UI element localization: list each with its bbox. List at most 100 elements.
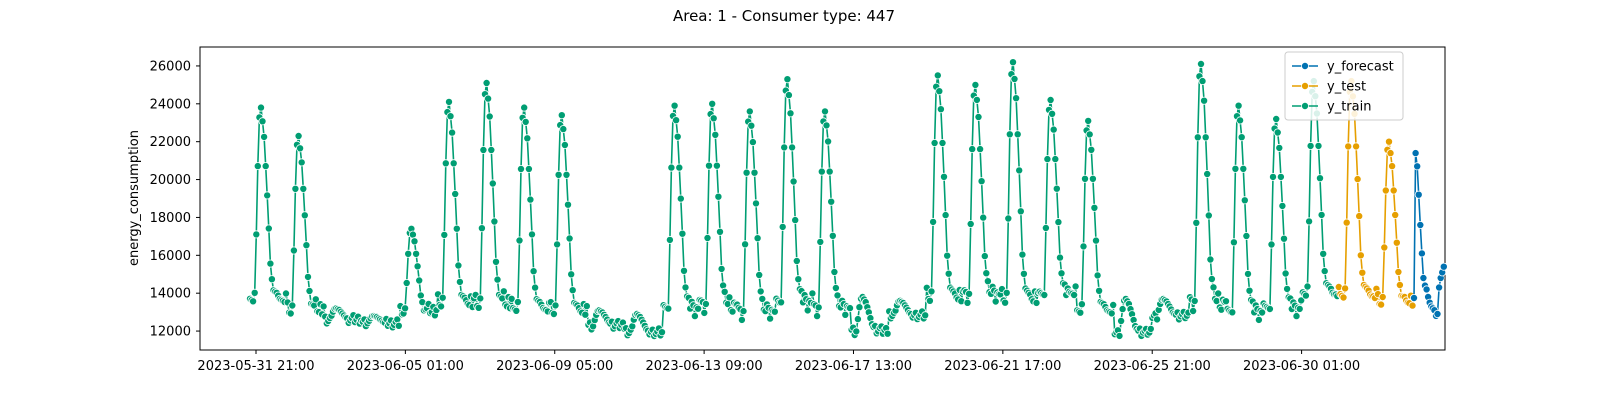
- data-point: [725, 293, 734, 302]
- data-point: [703, 233, 712, 242]
- data-point: [1378, 292, 1387, 301]
- data-point: [551, 301, 560, 310]
- data-point: [777, 298, 786, 307]
- data-point: [1019, 269, 1028, 278]
- data-point: [1207, 274, 1216, 283]
- data-point: [755, 270, 764, 279]
- data-point: [1048, 109, 1057, 118]
- data-point: [526, 195, 535, 204]
- data-point: [783, 75, 792, 84]
- data-point: [490, 217, 499, 226]
- data-point: [1077, 300, 1086, 309]
- data-point: [401, 304, 410, 313]
- data-point: [1273, 128, 1282, 137]
- y-tick-label: 18000: [150, 211, 191, 226]
- data-point: [758, 294, 767, 303]
- data-point: [1146, 324, 1155, 333]
- data-point: [524, 164, 533, 173]
- data-point: [1394, 267, 1403, 276]
- data-point: [778, 222, 787, 231]
- data-point: [675, 163, 684, 172]
- data-point: [444, 97, 453, 106]
- data-point: [402, 278, 411, 287]
- x-tick-label: 2023-06-05 01:00: [347, 359, 464, 374]
- legend-marker: [1301, 82, 1310, 91]
- data-point: [1095, 286, 1104, 295]
- data-point: [822, 121, 831, 130]
- data-point: [927, 287, 936, 296]
- data-point: [528, 230, 537, 239]
- data-point: [846, 304, 855, 313]
- legend-label: y_train: [1327, 100, 1371, 115]
- data-point: [562, 170, 571, 179]
- data-point: [1084, 116, 1093, 125]
- data-point: [1276, 172, 1285, 181]
- y-tick-label: 16000: [150, 249, 191, 264]
- data-point: [1303, 282, 1312, 291]
- data-point: [1051, 155, 1060, 164]
- data-point: [267, 275, 276, 284]
- data-point: [748, 138, 757, 147]
- data-point: [1419, 273, 1428, 282]
- data-point: [289, 246, 298, 255]
- data-point: [728, 307, 737, 316]
- data-point: [971, 80, 980, 89]
- data-point: [780, 143, 789, 152]
- data-point: [788, 143, 797, 152]
- data-point: [708, 99, 717, 108]
- data-point: [678, 229, 687, 238]
- data-point: [1093, 271, 1102, 280]
- data-point: [1416, 220, 1425, 229]
- data-point: [966, 219, 975, 228]
- data-point: [658, 328, 667, 337]
- data-point: [824, 137, 833, 146]
- data-point: [694, 304, 703, 313]
- data-point: [1380, 243, 1389, 252]
- data-point: [1201, 133, 1210, 142]
- data-point: [1439, 262, 1448, 271]
- data-point: [1010, 75, 1019, 84]
- x-axis: 2023-05-31 21:00 2023-06-05 01:00 2023-06-…: [197, 350, 1360, 374]
- data-point: [294, 131, 303, 140]
- data-point: [974, 113, 983, 122]
- data-point: [1414, 190, 1423, 199]
- x-tick-label: 2023-06-09 05:00: [496, 359, 613, 374]
- data-point: [1254, 315, 1263, 324]
- data-point: [943, 251, 952, 260]
- data-point: [554, 170, 563, 179]
- data-point: [529, 267, 538, 276]
- data-point: [1090, 203, 1099, 212]
- data-point: [1269, 172, 1278, 181]
- data-point: [252, 230, 261, 239]
- data-point: [1306, 141, 1315, 150]
- y-tick-label: 24000: [150, 97, 191, 112]
- data-point: [454, 261, 463, 270]
- data-point: [1352, 142, 1361, 151]
- data-point: [1341, 284, 1350, 293]
- data-point: [1056, 253, 1065, 262]
- data-point: [410, 237, 419, 246]
- data-point: [1109, 300, 1118, 309]
- data-point: [756, 287, 765, 296]
- data-point: [1001, 298, 1010, 307]
- data-point: [512, 306, 521, 315]
- data-point: [1005, 130, 1014, 139]
- data-point: [938, 138, 947, 147]
- data-point: [281, 289, 290, 298]
- data-point: [305, 286, 314, 295]
- data-point: [581, 310, 590, 319]
- y-tick-label: 22000: [150, 135, 191, 150]
- data-point: [482, 79, 491, 88]
- x-tick-label: 2023-06-21 17:00: [944, 359, 1061, 374]
- data-point: [741, 240, 750, 249]
- data-point: [1239, 164, 1248, 173]
- data-point: [791, 216, 800, 225]
- x-tick-label: 2023-05-31 21:00: [197, 359, 314, 374]
- data-point: [1267, 240, 1276, 249]
- data-point: [664, 304, 673, 313]
- data-point: [1009, 58, 1018, 67]
- data-point: [1076, 308, 1085, 317]
- data-point: [260, 132, 269, 141]
- data-point: [1358, 268, 1367, 277]
